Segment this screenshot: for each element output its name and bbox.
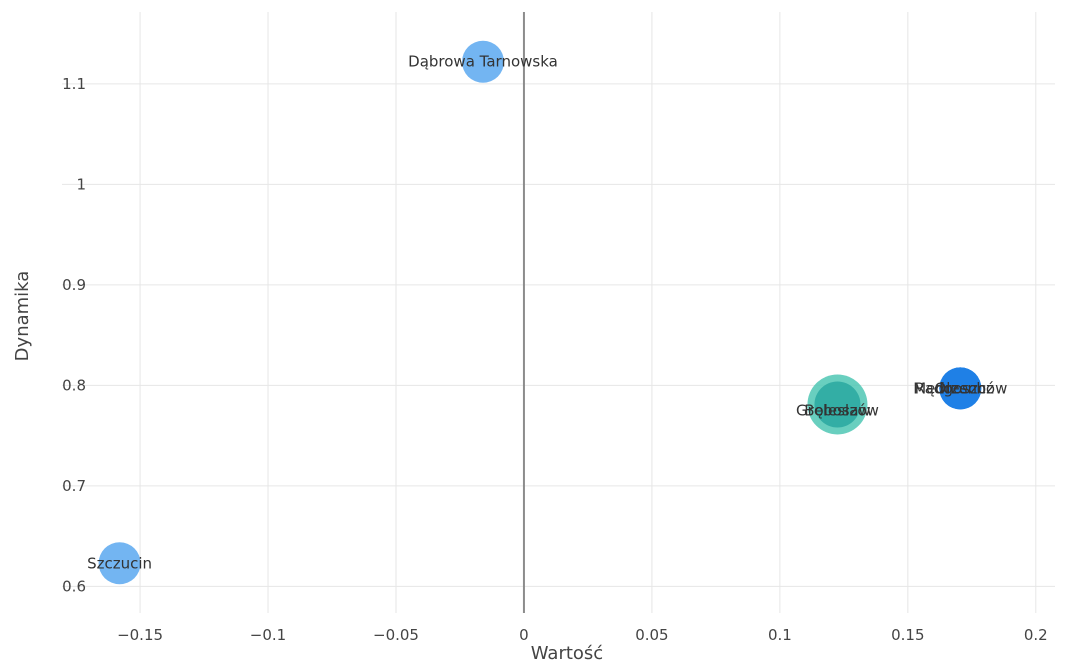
data-point[interactable] bbox=[814, 381, 861, 428]
y-tick-label: 0.6 bbox=[62, 577, 86, 595]
point-label: Bolesław bbox=[804, 401, 870, 419]
data-point[interactable] bbox=[98, 542, 141, 585]
x-tick-label: 0.1 bbox=[768, 626, 792, 644]
x-tick-label: 0.15 bbox=[891, 626, 924, 644]
data-point[interactable] bbox=[939, 367, 982, 410]
x-tick-label: −0.15 bbox=[117, 626, 163, 644]
x-gridlines bbox=[139, 12, 1037, 613]
x-tick-label: −0.1 bbox=[250, 626, 286, 644]
point-label: Radgoszcz bbox=[915, 379, 994, 397]
y-tick-label: 0.8 bbox=[62, 376, 86, 394]
x-tick-labels: −0.15 −0.1 −0.05 0 0.05 0.1 0.15 0.2 bbox=[117, 626, 1048, 644]
x-tick-label: 0.05 bbox=[635, 626, 668, 644]
point-labels: Dąbrowa Tarnowska Szczucin GręboszówBolesł… bbox=[87, 53, 1007, 573]
data-point[interactable] bbox=[462, 40, 505, 83]
data-points bbox=[98, 40, 982, 585]
point-label: Szczucin bbox=[87, 554, 152, 572]
y-tick-labels: 0.6 0.7 0.8 0.9 1 1.1 bbox=[62, 75, 86, 596]
point-label: Olesno bbox=[934, 379, 986, 397]
y-tick-label: 0.9 bbox=[62, 276, 86, 294]
y-tick-label: 1.1 bbox=[62, 75, 86, 93]
point-label: Gręboszów bbox=[796, 401, 879, 419]
point-label: Dąbrowa Tarnowska bbox=[408, 53, 558, 71]
y-axis-title: Dynamika bbox=[12, 271, 33, 362]
y-tick-label: 1 bbox=[76, 175, 86, 193]
x-tick-label: 0.2 bbox=[1024, 626, 1048, 644]
y-tick-label: 0.7 bbox=[62, 477, 86, 495]
x-tick-label: 0 bbox=[519, 626, 529, 644]
y-gridlines bbox=[62, 83, 1055, 587]
x-axis-title: Wartość bbox=[531, 643, 603, 663]
x-tick-label: −0.05 bbox=[373, 626, 419, 644]
point-label: Mędrzechów bbox=[913, 379, 1007, 397]
